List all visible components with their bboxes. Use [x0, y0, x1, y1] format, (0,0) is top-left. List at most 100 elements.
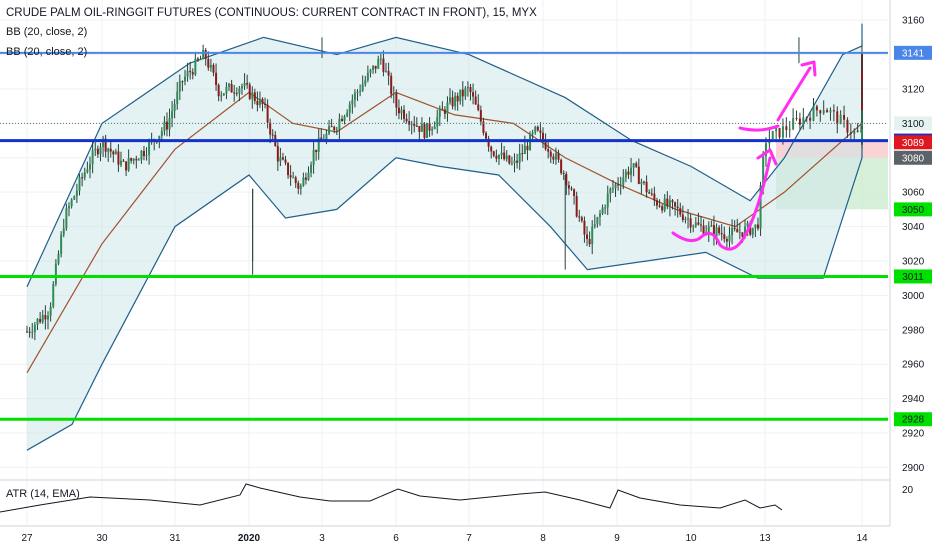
- time-tick-label: 13: [759, 533, 771, 544]
- indicator-label-bb-2[interactable]: BB (20, close, 2): [6, 46, 88, 58]
- candle-body: [503, 152, 506, 160]
- candle-body: [73, 196, 76, 200]
- price-tick-label: 2900: [902, 463, 925, 474]
- candle-body: [420, 123, 423, 132]
- price-tick-label: 3120: [902, 84, 925, 95]
- candle-body: [645, 181, 648, 193]
- candle-body: [47, 315, 49, 320]
- candle-body: [246, 82, 249, 85]
- candle-body: [276, 145, 279, 162]
- candle-body: [513, 160, 516, 164]
- candle-body: [809, 117, 812, 121]
- atr-label[interactable]: ATR (14, EMA): [6, 488, 80, 500]
- candle-body: [75, 190, 78, 197]
- annotation-arrows[interactable]: [671, 60, 817, 251]
- candle-body: [624, 171, 627, 178]
- time-tick-label: 30: [96, 533, 108, 544]
- bollinger-bands: [26, 23, 863, 451]
- candle-body: [78, 177, 81, 191]
- candle-body: [99, 147, 102, 155]
- time-tick-label: 2020: [238, 533, 261, 544]
- candle-body: [292, 177, 295, 179]
- candle-body: [736, 229, 739, 233]
- candle-body: [194, 58, 197, 75]
- candle-body: [598, 213, 601, 218]
- candle-body: [127, 158, 130, 171]
- candle-body: [746, 223, 749, 227]
- candle-body: [591, 226, 594, 245]
- candle-body: [637, 166, 640, 184]
- price-badge-3141-text: 3141: [902, 48, 925, 59]
- candle-body: [68, 206, 70, 209]
- atr-pane: 20: [0, 479, 914, 513]
- candle-body: [168, 118, 171, 130]
- price-badge-3050-text: 3050: [902, 205, 925, 216]
- candle-body: [733, 228, 736, 230]
- candle-body: [846, 119, 849, 133]
- candle-body: [235, 92, 238, 94]
- candle-body: [433, 126, 436, 130]
- candle-body: [109, 148, 112, 152]
- candle-body: [762, 156, 765, 186]
- candle-body: [217, 85, 220, 97]
- candle-body: [390, 75, 393, 95]
- candle-body: [829, 110, 832, 113]
- candle-body: [451, 97, 454, 107]
- candle-body: [366, 72, 369, 81]
- candle-body: [771, 131, 774, 139]
- candle-body: [253, 92, 256, 101]
- candle-body: [256, 100, 259, 106]
- price-badge-3089-text: 3089: [902, 138, 925, 149]
- candle-body: [764, 143, 767, 157]
- candle-body: [497, 155, 500, 159]
- indicator-label-bb-1[interactable]: BB (20, close, 2): [6, 26, 88, 38]
- candle-body: [364, 80, 367, 85]
- candle-body: [335, 129, 338, 131]
- candle-body: [832, 110, 835, 112]
- candle-body: [343, 116, 346, 121]
- candle-body: [521, 153, 524, 155]
- candle-body: [718, 227, 721, 234]
- horizontal-levels[interactable]: [0, 51, 888, 421]
- candle-body: [534, 126, 537, 133]
- candle-body: [114, 151, 117, 155]
- candle-body: [148, 142, 151, 156]
- candle-body: [202, 49, 205, 59]
- candle-body: [163, 121, 166, 132]
- candle-body: [715, 227, 718, 237]
- candle-body: [495, 155, 498, 159]
- candle-body: [176, 91, 179, 105]
- candle-body: [36, 318, 39, 325]
- candle-body: [307, 172, 310, 180]
- candle-body: [207, 58, 210, 68]
- candle-body: [297, 183, 300, 189]
- candle-body: [687, 218, 690, 220]
- candle-body: [356, 91, 359, 93]
- candle-body: [415, 125, 418, 127]
- candle-body: [622, 177, 625, 185]
- candle-body: [325, 133, 328, 142]
- candle-body: [230, 83, 233, 93]
- candle-body: [369, 69, 372, 73]
- candle-body: [86, 169, 89, 173]
- price-tick-label: 2980: [902, 325, 925, 336]
- candle-body: [671, 200, 674, 203]
- candle-body: [348, 104, 351, 113]
- candle-body: [781, 126, 784, 138]
- time-tick-label: 8: [540, 533, 546, 544]
- candle-body: [225, 86, 228, 94]
- candle-body: [694, 222, 697, 227]
- candle-body: [392, 93, 395, 95]
- candle-body: [492, 151, 495, 156]
- candle-body: [89, 164, 91, 170]
- candle-body: [428, 122, 431, 131]
- candle-body: [477, 104, 480, 111]
- candle-body: [359, 90, 362, 92]
- candle-body: [487, 138, 490, 147]
- candle-body: [731, 228, 734, 236]
- candle-body: [165, 121, 168, 130]
- candle-body: [604, 207, 607, 209]
- candle-body: [196, 58, 199, 60]
- candle-body: [699, 224, 702, 226]
